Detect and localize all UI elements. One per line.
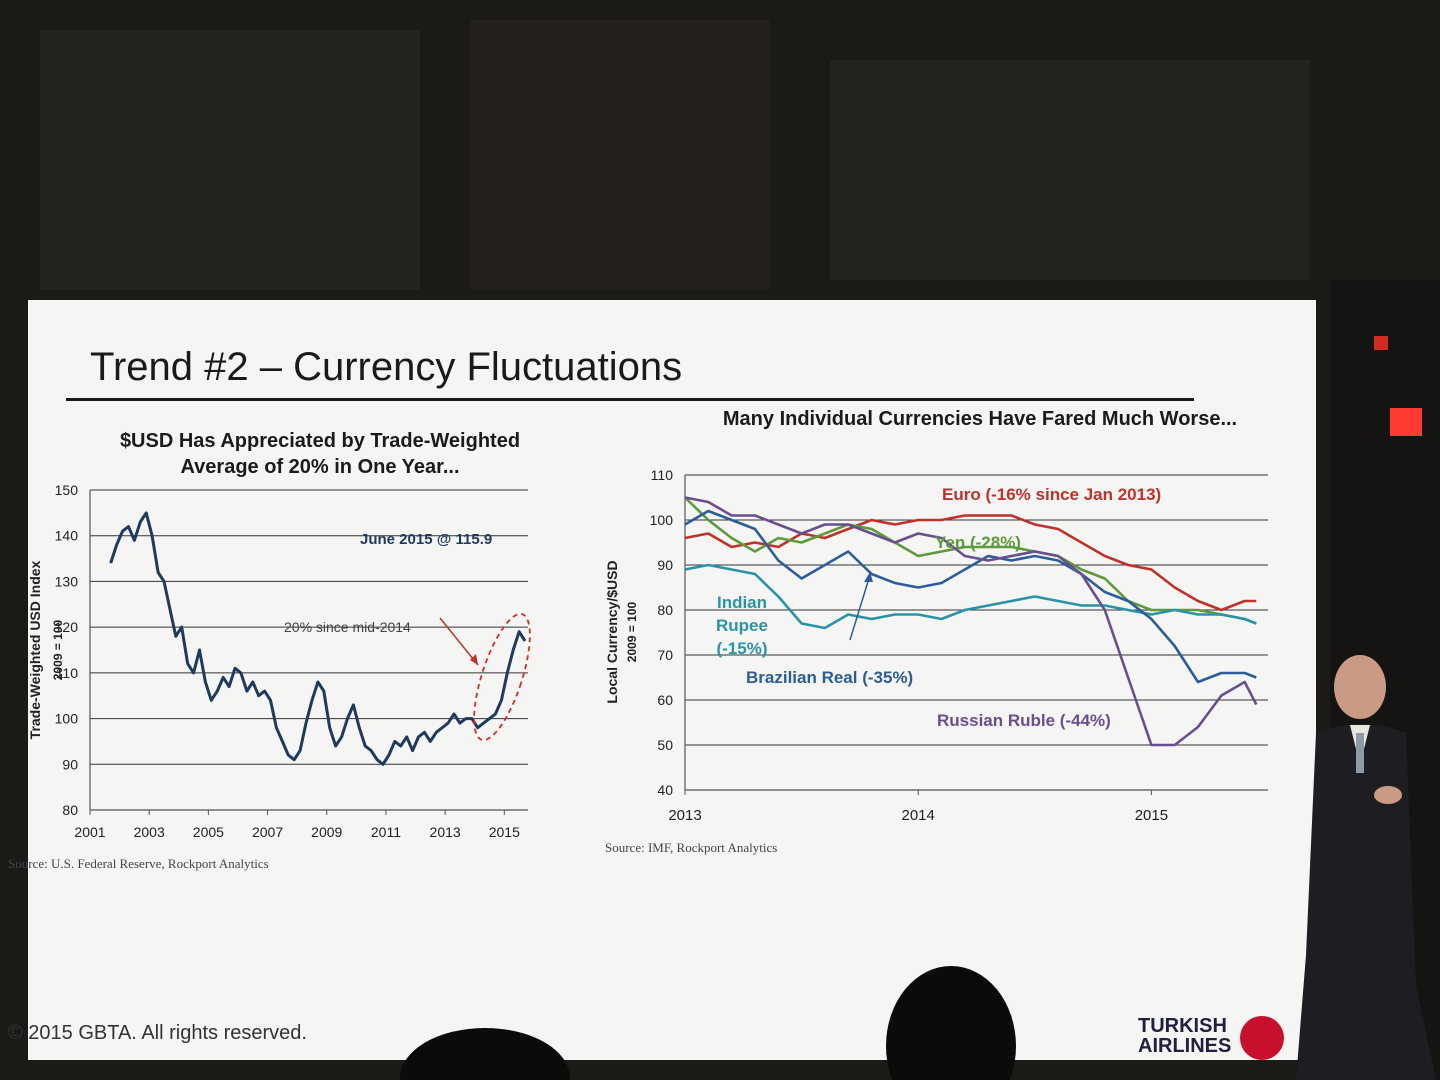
series-label: Euro (-16% since Jan 2013) [942,485,1161,504]
y-tick-label: 140 [55,528,79,544]
y-tick-label: 100 [650,512,674,528]
left-annotation-june: June 2015 @ 115.9 [360,531,492,548]
series-label: Brazilian Real (-35%) [746,668,913,687]
left-y-tick-labels: 80 90 100 110 120 130 140 150 [55,482,79,818]
y-tick-label: 60 [657,692,673,708]
brand-line-2: AIRLINES [1138,1035,1232,1057]
left-gridlines [90,489,528,765]
annotation-arrow [439,617,479,666]
series-line-2 [684,563,1257,630]
series-label: Russian Ruble (-44%) [937,711,1111,730]
x-tick-label: 2005 [193,824,224,840]
right-chart-source: Source: IMF, Rockport Analytics [605,840,778,855]
y-tick-label: 110 [56,665,79,681]
y-tick-label: 40 [657,782,673,798]
copyright-notice: © 2015 GBTA. All rights reserved. [8,1022,307,1044]
right-series-labels: Euro (-16% since Jan 2013) Yen (-28%) Indi… [716,485,1161,730]
x-tick-label: 2003 [134,824,165,840]
x-tick-label: 2013 [668,807,701,824]
brand-wordmark: TURKISH AIRLINES [1138,1016,1231,1056]
series-label: Indian [717,593,767,612]
series-line-3 [684,509,1257,684]
y-tick-label: 120 [55,619,79,635]
audience-head [886,966,1016,1080]
slide-title: Trend #2 – Currency Fluctuations [90,345,683,389]
highlight-ellipse [473,613,531,741]
series-line-0 [109,511,527,766]
x-tick-label: 2014 [902,807,935,824]
left-series-group [109,511,527,766]
x-tick-label: 2015 [1135,807,1168,824]
annotation-arrowhead [470,654,478,665]
y-tick-label: 130 [55,573,79,589]
series-line-4 [684,496,1258,747]
x-tick-label: 2001 [74,824,105,840]
x-tick-label: 2007 [252,824,283,840]
real-label-arrowhead [864,572,873,582]
x-tick-label: 2015 [489,824,520,840]
title-underline [66,398,1194,401]
right-y-axis-label: Local Currency/$USD [604,560,620,703]
y-tick-label: 50 [657,737,673,753]
y-tick-label: 90 [62,756,78,772]
series-label: Yen (-28%) [935,533,1021,552]
exit-sign-icon [1390,408,1422,436]
y-tick-label: 80 [657,602,673,618]
exit-light-icon [1374,336,1388,350]
left-y-axis-label: Trade-Weighted USD Index [27,560,43,739]
right-series-group [684,496,1258,747]
brand-line-1: TURKISH [1138,1015,1227,1037]
series-line-0 [684,514,1257,612]
real-label-arrow [849,574,871,641]
right-chart-title: Many Individual Currencies Have Fared Mu… [722,408,1238,430]
left-x-tick-labels: 2001 2003 2005 2007 2009 2011 2013 2015 [74,810,520,840]
y-tick-label: 90 [657,557,673,573]
audience-head-2 [400,1028,570,1080]
y-tick-label: 70 [657,647,673,663]
right-y-axis-sublabel: 2009 = 100 [625,601,639,662]
left-annotation-20pct: 20% since mid-2014 [284,619,411,635]
x-tick-label: 2009 [311,824,342,840]
right-y-tick-labels: 40 50 60 70 80 90 100 110 [650,467,674,798]
left-y-axis-sublabel: 2009 = 100 [51,619,65,680]
airline-logo-icon [1240,1016,1284,1060]
presenter-figure [1296,655,1436,1080]
y-tick-label: 150 [55,482,79,498]
series-label: Rupee [716,616,768,635]
y-tick-label: 100 [55,711,79,727]
left-chart-title: $USD Has Appreciated by Trade-Weighted A… [119,430,521,478]
y-tick-label: 110 [651,467,674,483]
x-tick-label: 2013 [430,824,461,840]
series-label: (-15%) [716,639,767,658]
right-x-tick-labels: 2013 2014 2015 [668,790,1168,824]
x-tick-label: 2011 [371,824,401,840]
left-chart-source: Source: U.S. Federal Reserve, Rockport A… [8,856,269,871]
y-tick-label: 80 [62,802,78,818]
